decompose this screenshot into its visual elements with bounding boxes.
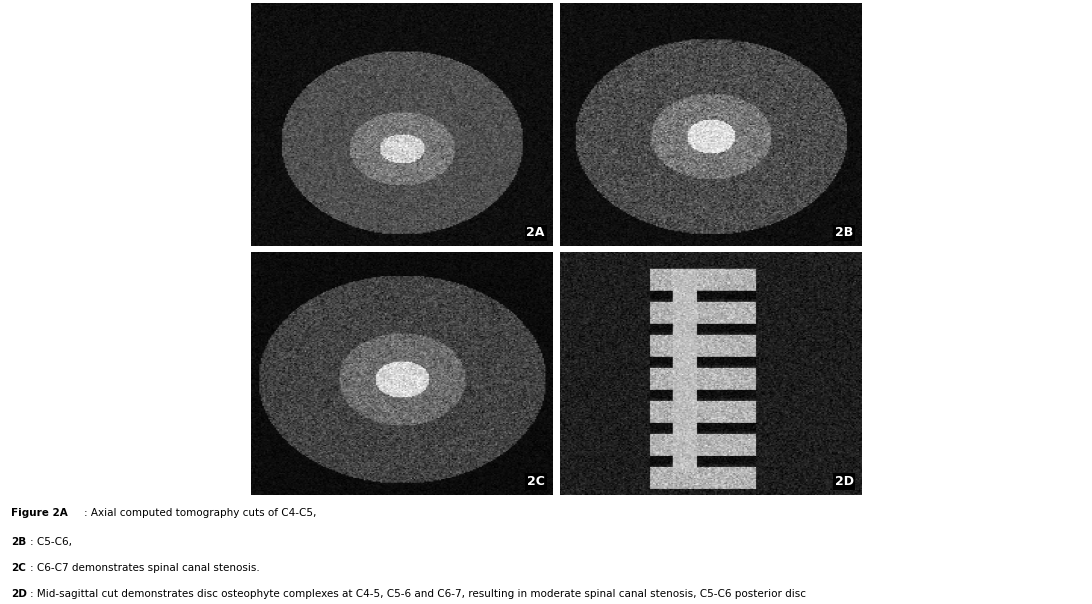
Text: 2D: 2D [834, 475, 854, 488]
Text: 2C: 2C [527, 475, 545, 488]
Text: 2B: 2B [11, 536, 26, 547]
Text: : C5-C6,: : C5-C6, [31, 536, 72, 547]
Text: 2A: 2A [526, 226, 545, 239]
Text: Figure 2A: Figure 2A [11, 509, 68, 518]
Text: : C6-C7 demonstrates spinal canal stenosis.: : C6-C7 demonstrates spinal canal stenos… [31, 563, 260, 573]
Text: : Axial computed tomography cuts of C4-C5,: : Axial computed tomography cuts of C4-C… [84, 509, 316, 518]
Text: 2C: 2C [11, 563, 26, 573]
Text: : Mid-sagittal cut demonstrates disc osteophyte complexes at C4-5, C5-6 and C6-7: : Mid-sagittal cut demonstrates disc ost… [31, 589, 806, 599]
Text: 2B: 2B [835, 226, 854, 239]
Text: 2D: 2D [11, 589, 27, 599]
